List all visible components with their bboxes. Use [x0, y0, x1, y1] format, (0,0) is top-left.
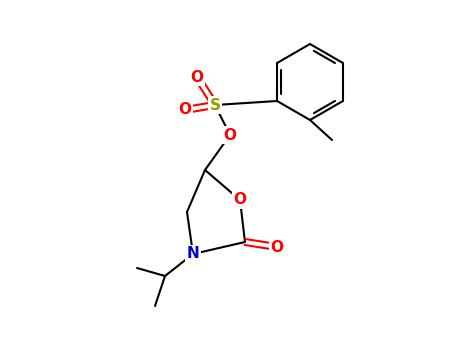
Text: O: O [191, 70, 203, 84]
Text: O: O [233, 193, 247, 208]
Text: O: O [223, 127, 237, 142]
Text: O: O [178, 103, 192, 118]
Text: O: O [271, 239, 283, 254]
Text: S: S [209, 98, 221, 112]
Text: N: N [187, 246, 199, 261]
